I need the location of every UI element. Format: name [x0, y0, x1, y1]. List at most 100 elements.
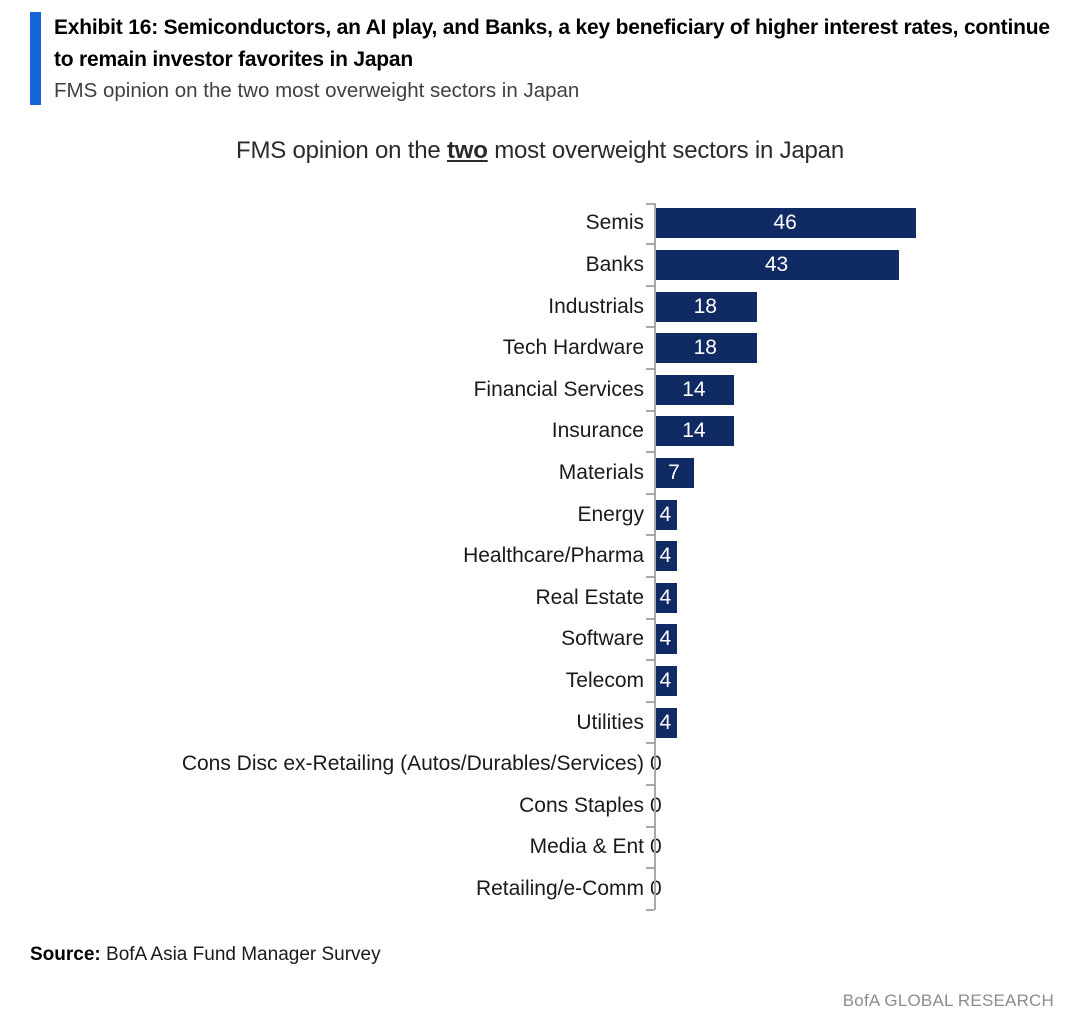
- bar-value-label: 18: [693, 336, 717, 360]
- bar-area: 46: [654, 203, 1052, 245]
- chart-row: Energy 4: [42, 494, 1052, 536]
- category-label: Software: [561, 627, 644, 651]
- category-label: Media & Ent: [529, 835, 644, 859]
- chart-title-emphasis: two: [447, 136, 488, 164]
- chart-row: Banks 43: [42, 244, 1052, 286]
- bar: 43: [654, 250, 900, 281]
- bar: 4: [654, 541, 677, 572]
- chart-row: Healthcare/Pharma 4: [42, 535, 1052, 577]
- axis-tick: [646, 409, 654, 412]
- bar-value-label: 4: [659, 627, 672, 651]
- chart-row: Financial Services 14: [42, 369, 1052, 411]
- bar-value-label: 14: [682, 419, 706, 443]
- bar-area: 18: [654, 286, 1052, 328]
- chart-row: Cons Staples0: [42, 785, 1052, 827]
- bar-value-label: 7: [668, 461, 680, 484]
- category-label: Semis: [585, 211, 644, 235]
- axis-tick: [646, 617, 654, 620]
- bar-value-label: 4: [659, 502, 672, 526]
- chart-row: Materials 7: [42, 452, 1052, 494]
- category-label: Healthcare/Pharma: [463, 544, 644, 568]
- bar: 7: [654, 458, 694, 488]
- axis-tick: [646, 867, 654, 870]
- chart-title-suffix: most overweight sectors in Japan: [487, 136, 844, 164]
- axis-tick: [646, 492, 654, 495]
- bar-value-label: 43: [764, 253, 789, 277]
- chart-plot-area: Semis 46 Banks 43 Industrials 18 Tech Hardware…: [42, 202, 1052, 911]
- bar-area: 4: [654, 619, 1052, 661]
- exhibit-subtitle: FMS opinion on the two most overweight s…: [54, 79, 580, 102]
- chart-title: FMS opinion on the two most overweight s…: [0, 137, 1080, 165]
- axis-tick: [646, 825, 654, 828]
- chart-row: Real Estate 4: [42, 577, 1052, 619]
- chart-row: Tech Hardware 18: [42, 327, 1052, 369]
- axis-tick: [646, 368, 654, 371]
- bar-area: 0: [650, 785, 1052, 827]
- bar-value-label: 4: [659, 668, 672, 692]
- category-label: Energy: [577, 502, 644, 526]
- bar-value-label: 18: [693, 294, 717, 318]
- bar: 4: [654, 624, 677, 655]
- bar-area: 4: [654, 535, 1052, 577]
- axis-tick: [646, 576, 654, 579]
- chart-row: Utilities 4: [42, 702, 1052, 744]
- chart-row: Software 4: [42, 619, 1052, 661]
- bar: 18: [654, 333, 757, 364]
- bar: 18: [654, 291, 757, 322]
- bar: 4: [654, 707, 677, 738]
- chart-row: Retailing/e-Comm0: [42, 868, 1052, 910]
- bar-area: 4: [654, 494, 1052, 536]
- bar: 4: [654, 499, 677, 530]
- category-label: Real Estate: [535, 585, 644, 609]
- bar-area: 0: [650, 868, 1052, 910]
- category-label: Materials: [558, 461, 644, 484]
- bar: 14: [654, 416, 734, 447]
- axis-tick: [646, 451, 654, 454]
- exhibit-header: Exhibit 16: Semiconductors, an AI play, …: [30, 12, 1052, 105]
- axis-tick: [646, 202, 654, 205]
- category-label: Telecom: [565, 668, 644, 692]
- category-label: Banks: [585, 253, 644, 277]
- bar-area: 4: [654, 577, 1052, 619]
- brand-mark: BofA GLOBAL RESEARCH: [842, 991, 1054, 1010]
- axis-tick: [646, 908, 654, 911]
- axis-tick: [646, 700, 654, 703]
- bar-area: 7: [654, 452, 1052, 494]
- bar-area: 18: [654, 327, 1052, 369]
- category-label: Industrials: [548, 294, 644, 318]
- bar-area: 43: [654, 244, 1052, 286]
- accent-bar: [30, 12, 41, 105]
- bar: 14: [654, 374, 734, 405]
- category-label: Utilities: [576, 710, 644, 734]
- bar-value-label: 46: [773, 211, 797, 235]
- chart-row: Semis 46: [42, 203, 1052, 245]
- chart-row: Industrials 18: [42, 286, 1052, 328]
- bar-value-label: 4: [659, 544, 672, 568]
- exhibit-title: Exhibit 16: Semiconductors, an AI play, …: [54, 16, 1050, 71]
- bar-value-label: 14: [682, 377, 706, 401]
- bar-area: 4: [654, 702, 1052, 744]
- source-note: Source: BofA Asia Fund Manager Survey: [30, 944, 1080, 966]
- bar-area: 0: [650, 743, 1052, 785]
- bar-area: 14: [654, 369, 1052, 411]
- axis-tick: [646, 659, 654, 662]
- axis-tick: [646, 784, 654, 787]
- axis-tick: [646, 326, 654, 329]
- bar-area: 0: [650, 827, 1052, 869]
- bar-area: 14: [654, 411, 1052, 453]
- source-text: BofA Asia Fund Manager Survey: [100, 943, 381, 965]
- bar: 4: [654, 582, 677, 613]
- axis-tick: [646, 534, 654, 537]
- y-axis-line: [654, 202, 656, 910]
- bar: 4: [654, 665, 677, 696]
- bar-area: 4: [654, 660, 1052, 702]
- chart-title-prefix: FMS opinion on the: [236, 136, 447, 164]
- axis-tick: [646, 243, 654, 246]
- chart-row: Insurance 14: [42, 411, 1052, 453]
- source-label: Source:: [30, 943, 101, 965]
- bar-value-label: 4: [659, 710, 672, 734]
- category-label: Financial Services: [473, 377, 644, 401]
- chart-row: Telecom 4: [42, 660, 1052, 702]
- axis-tick: [646, 284, 654, 287]
- bar: 46: [654, 208, 917, 239]
